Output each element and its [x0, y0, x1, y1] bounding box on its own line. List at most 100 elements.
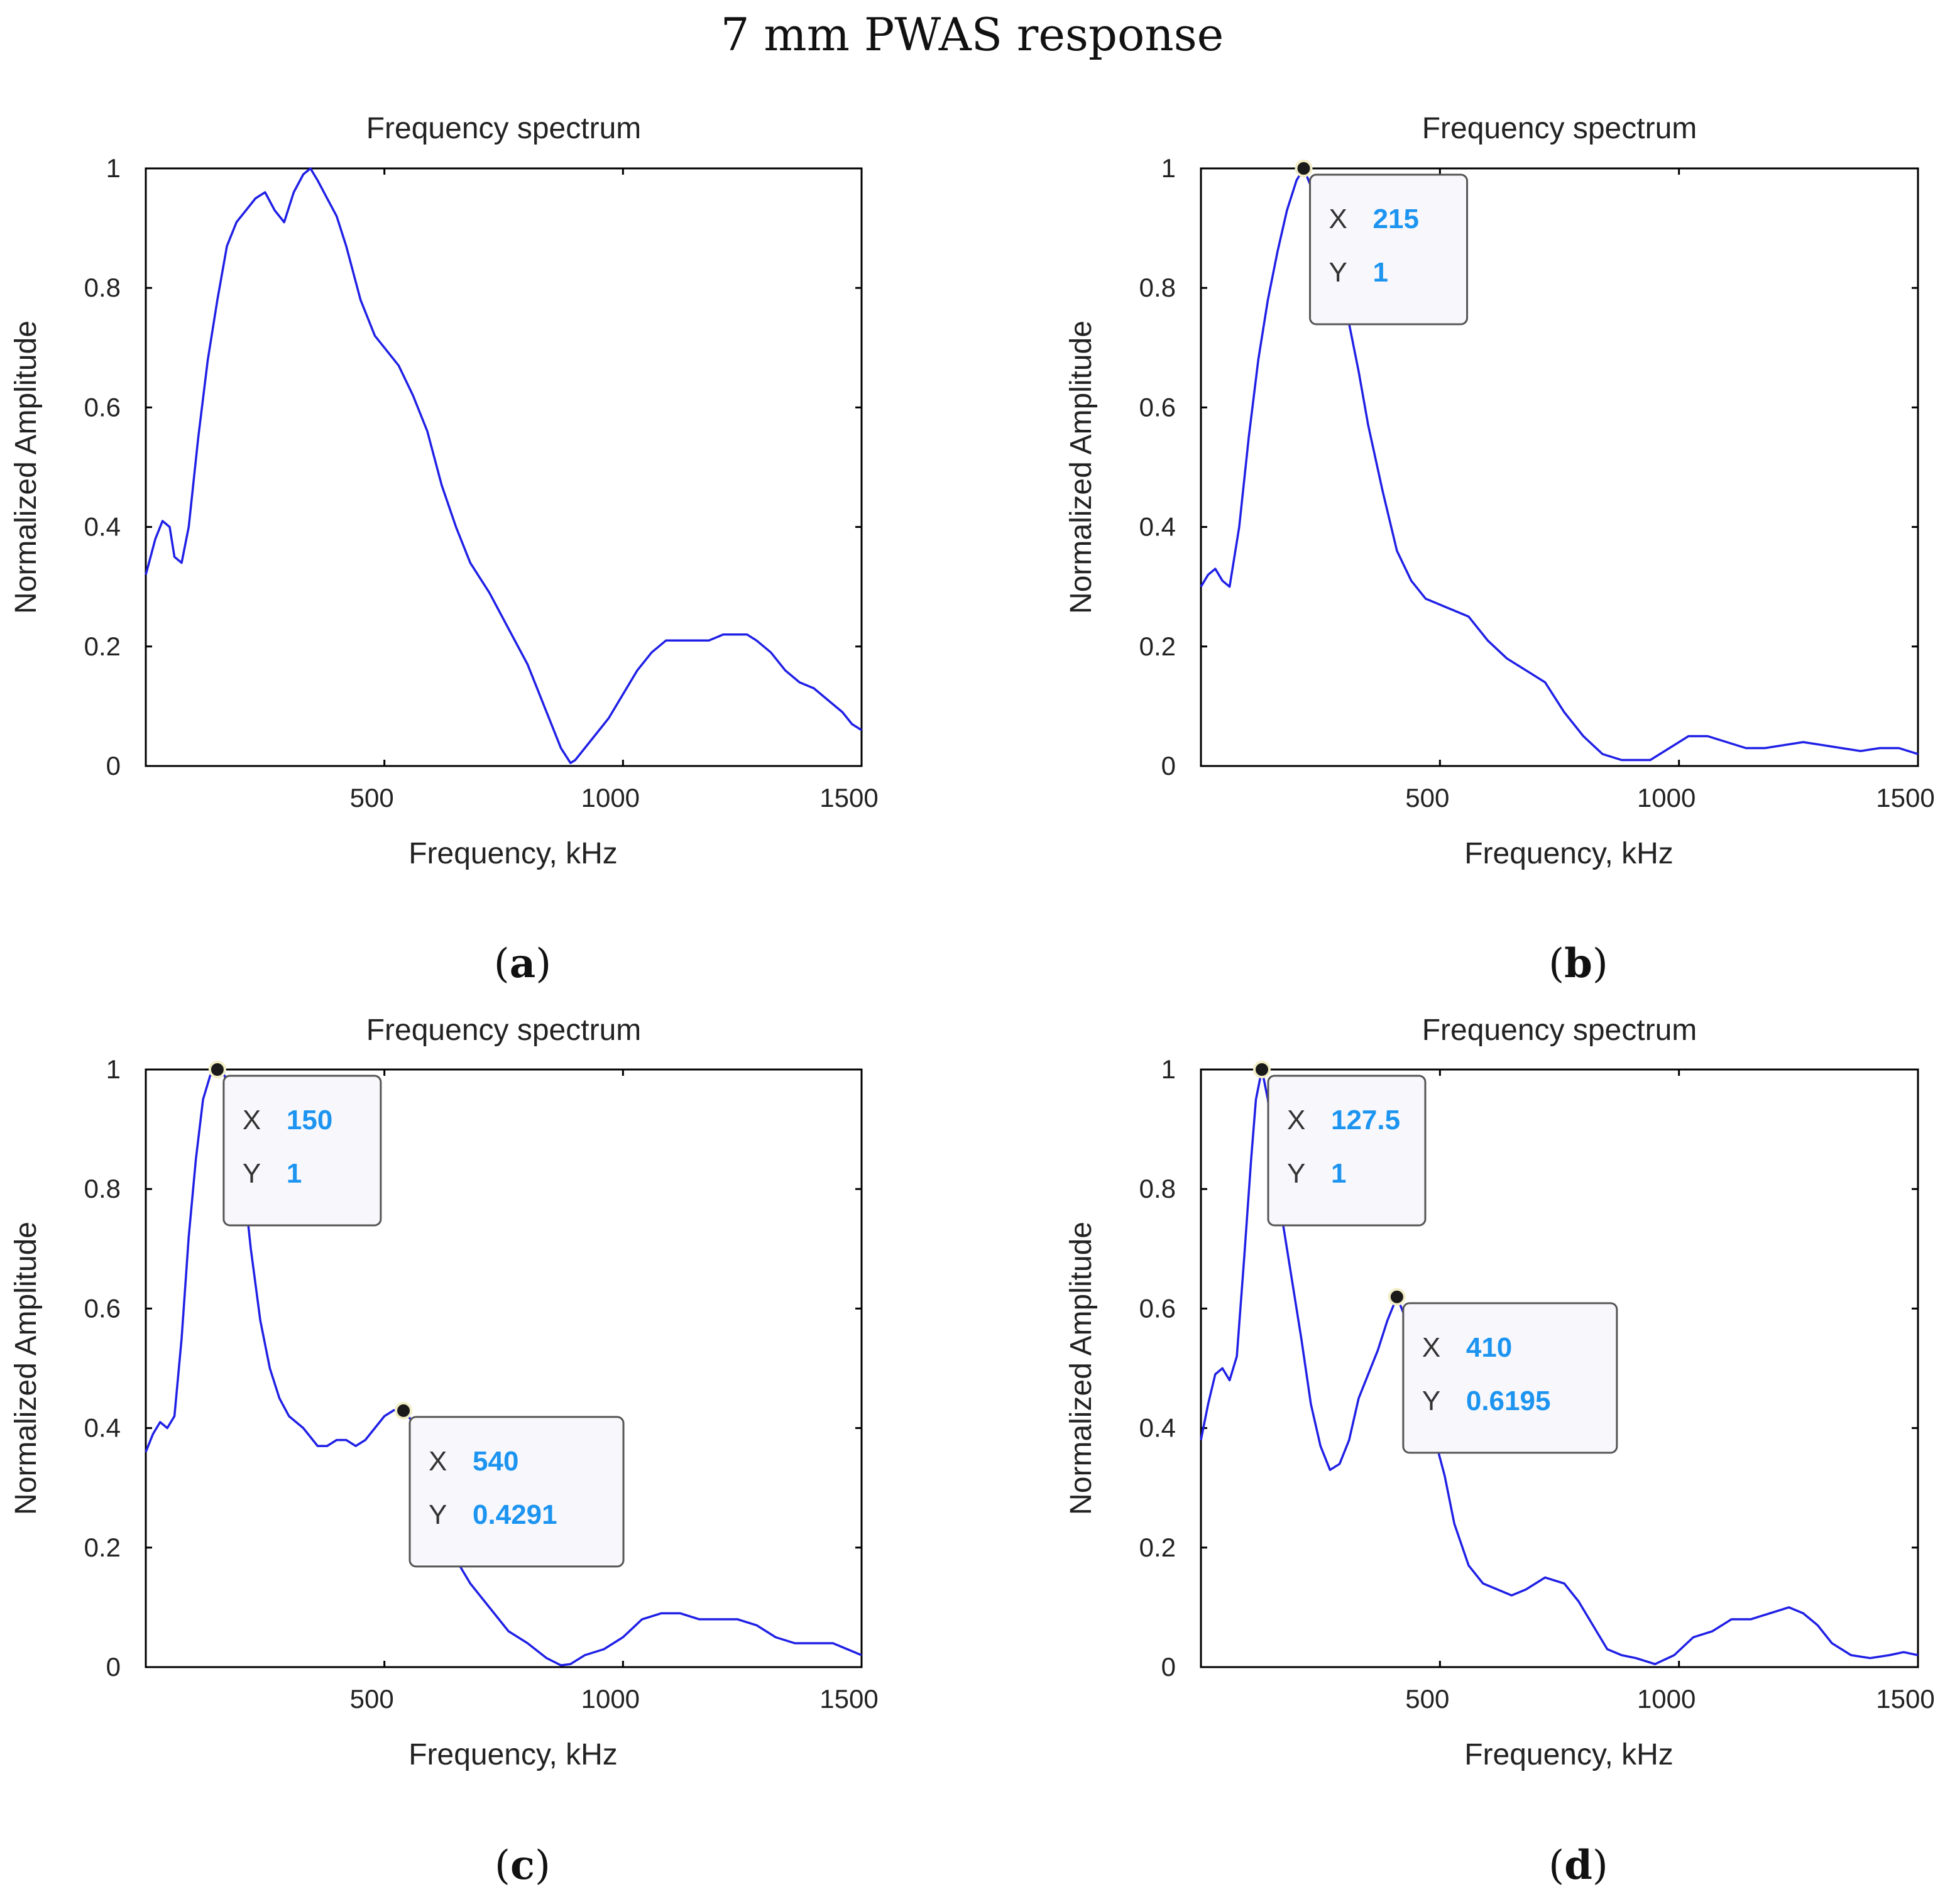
y-tick-label: 0.6 [1139, 392, 1176, 422]
x-tick-label: 1000 [581, 783, 640, 812]
panel-title: Frequency spectrum [366, 1014, 642, 1047]
figure-title: 7 mm PWAS response [721, 8, 1224, 61]
datatip-x-key: X [243, 1105, 261, 1135]
panel-label-open: ( [495, 1842, 510, 1889]
y-tick-label: 0.6 [1139, 1293, 1176, 1323]
datatip-x-value: 150 [287, 1105, 332, 1135]
datatip-marker[interactable] [208, 1061, 226, 1078]
y-tick-label: 0.6 [84, 392, 121, 422]
datatip-box [408, 1416, 625, 1568]
plot-area [145, 167, 863, 767]
y-tick-label: 1 [106, 153, 121, 183]
datatip-marker[interactable] [395, 1401, 413, 1420]
x-axis-label: Frequency, kHz [1464, 1738, 1674, 1771]
y-axis-label: Normalized Amplitude [1065, 1222, 1098, 1515]
datatip-y-key: Y [1287, 1158, 1305, 1189]
panel-label-letter: a [510, 940, 535, 987]
x-tick-label: 500 [350, 1684, 394, 1714]
panel-label-close: ) [535, 1842, 551, 1889]
panel-title: Frequency spectrum [1422, 1014, 1697, 1047]
x-tick-label: 1000 [1637, 783, 1696, 812]
datatip-box [1402, 1302, 1618, 1454]
datatip-x-key: X [1287, 1105, 1305, 1135]
y-tick-label: 0.8 [84, 1174, 121, 1203]
y-tick-label: 1 [106, 1054, 121, 1084]
x-tick-label: 1500 [1876, 1684, 1934, 1714]
y-tick-label: 0 [1161, 751, 1176, 780]
datatip[interactable]: X 410 Y 0.6195 [1388, 1288, 1618, 1454]
datatip-box [1309, 173, 1469, 326]
y-tick-label: 0.2 [1139, 632, 1176, 661]
x-axis-label: Frequency, kHz [1464, 837, 1674, 870]
panel-label: (c) [495, 1842, 551, 1889]
datatip[interactable]: X 540 Y 0.4291 [395, 1401, 625, 1568]
series-line-spectrum [1200, 167, 1919, 762]
y-tick-label: 0.4 [1139, 512, 1176, 542]
x-tick-label: 1500 [1876, 783, 1934, 812]
y-tick-label: 0 [106, 751, 121, 780]
datatip[interactable]: X 215 Y 1 [1295, 160, 1469, 326]
datatip-marker[interactable] [1388, 1288, 1406, 1306]
y-tick-label: 0 [106, 1652, 121, 1682]
datatip-box [1267, 1075, 1427, 1227]
datatip[interactable]: X 150 Y 1 [208, 1061, 382, 1227]
y-tick-label: 0.8 [1139, 273, 1176, 302]
panel-label-letter: c [510, 1842, 535, 1889]
x-tick-label: 1000 [581, 1684, 640, 1714]
y-tick-label: 0.2 [84, 1533, 121, 1562]
x-tick-label: 500 [1405, 783, 1449, 812]
datatip-y-value: 1 [287, 1158, 302, 1189]
x-axis-label: Frequency, kHz [408, 837, 618, 870]
panel-title: Frequency spectrum [1422, 112, 1697, 145]
y-tick-label: 0.2 [84, 632, 121, 661]
y-tick-label: 0.4 [84, 512, 121, 542]
datatip-x-value: 410 [1466, 1332, 1512, 1363]
datatip-y-key: Y [243, 1158, 261, 1189]
series-line-spectrum [145, 167, 862, 764]
datatip-marker[interactable] [1252, 1061, 1271, 1078]
datatip-x-value: 540 [473, 1446, 518, 1477]
panel-title: Frequency spectrum [366, 112, 642, 145]
datatip-x-key: X [1329, 204, 1347, 234]
panel-label-close: ) [1592, 1842, 1608, 1889]
y-tick-label: 0.4 [84, 1413, 121, 1443]
datatip-y-value: 1 [1373, 257, 1388, 288]
panel-label: (b) [1548, 940, 1608, 987]
panel-label-letter: d [1564, 1842, 1592, 1889]
panel-label-letter: b [1564, 940, 1592, 987]
panel-label: (a) [494, 940, 551, 987]
panel-label-open: ( [494, 941, 510, 987]
x-tick-label: 500 [350, 783, 394, 812]
y-tick-label: 0.8 [84, 273, 121, 302]
plot-area [1200, 167, 1919, 767]
panel-c: Frequency spectrum 0 0.2 0.4 0.6 0.8 1 500 1000 1… [9, 1014, 879, 1889]
y-tick-label: 0 [1161, 1652, 1176, 1682]
y-axis-label: Normalized Amplitude [1065, 320, 1098, 614]
x-tick-label: 500 [1405, 1684, 1449, 1714]
datatip-x-key: X [1422, 1332, 1440, 1363]
panel-label-close: ) [535, 941, 551, 987]
datatip-marker[interactable] [1295, 160, 1313, 177]
datatip-box [222, 1075, 382, 1227]
y-tick-label: 0.6 [84, 1293, 121, 1323]
y-axis-label: Normalized Amplitude [9, 320, 43, 614]
x-axis-label: Frequency, kHz [408, 1738, 618, 1771]
datatip-x-value: 127.5 [1331, 1105, 1400, 1135]
x-tick-label: 1000 [1637, 1684, 1696, 1714]
y-tick-label: 1 [1161, 1054, 1176, 1084]
x-tick-label: 1500 [819, 783, 878, 812]
panel-label-open: ( [1548, 941, 1564, 987]
datatip-y-value: 0.4291 [473, 1499, 557, 1530]
datatip-y-key: Y [429, 1499, 447, 1530]
y-tick-label: 0.4 [1139, 1413, 1176, 1443]
y-tick-label: 0.8 [1139, 1174, 1176, 1203]
y-tick-label: 1 [1161, 153, 1176, 183]
datatip-y-value: 1 [1331, 1158, 1346, 1189]
datatip-x-key: X [429, 1446, 447, 1477]
datatip[interactable]: X 127.5 Y 1 [1252, 1061, 1427, 1227]
y-axis-label: Normalized Amplitude [9, 1222, 43, 1515]
